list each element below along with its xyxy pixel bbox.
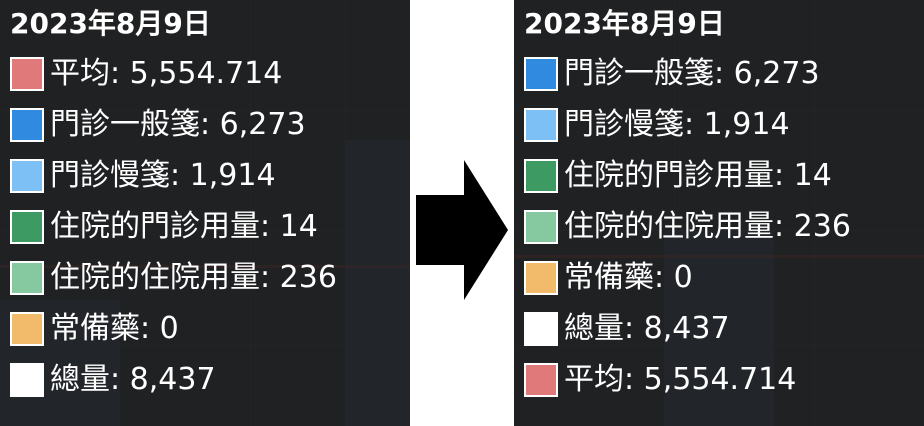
- legend-row: 常備藥: 0: [524, 252, 914, 303]
- series-label: 住院的門診用量: 14: [564, 157, 832, 193]
- series-label: 總量: 8,437: [50, 361, 216, 397]
- color-swatch: [10, 56, 44, 91]
- legend-row: 平均: 5,554.714: [524, 354, 914, 405]
- legend-row: 住院的門診用量: 14: [524, 150, 914, 201]
- tooltip-box: 2023年8月9日 平均: 5,554.714 門診一般箋: 6,273 門診慢箋:…: [0, 0, 410, 426]
- tooltip-panel-before: 2023年8月9日 平均: 5,554.714 門診一般箋: 6,273 門診慢箋:…: [0, 0, 410, 426]
- series-label: 門診一般箋: 6,273: [564, 55, 820, 91]
- legend-row: 平均: 5,554.714: [10, 48, 400, 99]
- color-swatch: [10, 158, 44, 193]
- series-label: 門診慢箋: 1,914: [564, 106, 790, 142]
- legend-row: 門診慢箋: 1,914: [524, 99, 914, 150]
- color-swatch: [524, 260, 558, 295]
- series-label: 住院的住院用量: 236: [50, 259, 337, 295]
- color-swatch: [10, 311, 44, 346]
- legend-row: 住院的住院用量: 236: [10, 252, 400, 303]
- series-label: 住院的門診用量: 14: [50, 208, 318, 244]
- series-label: 常備藥: 0: [564, 259, 693, 295]
- color-swatch: [524, 56, 558, 91]
- color-swatch: [10, 107, 44, 142]
- legend-row: 門診慢箋: 1,914: [10, 150, 400, 201]
- series-label: 平均: 5,554.714: [50, 55, 283, 91]
- legend-row: 門診一般箋: 6,273: [10, 99, 400, 150]
- series-label: 平均: 5,554.714: [564, 361, 797, 397]
- series-label: 常備藥: 0: [50, 310, 179, 346]
- color-swatch: [524, 362, 558, 397]
- color-swatch: [524, 311, 558, 346]
- color-swatch: [10, 362, 44, 397]
- tooltip-date: 2023年8月9日: [10, 7, 211, 40]
- color-swatch: [524, 158, 558, 193]
- right-arrow-icon: [416, 160, 508, 300]
- legend-row: 常備藥: 0: [10, 303, 400, 354]
- legend-row: 住院的住院用量: 236: [524, 201, 914, 252]
- series-label: 門診一般箋: 6,273: [50, 106, 306, 142]
- color-swatch: [524, 107, 558, 142]
- legend-row: 總量: 8,437: [10, 354, 400, 405]
- color-swatch: [10, 260, 44, 295]
- tooltip-date: 2023年8月9日: [524, 7, 725, 40]
- tooltip-panel-after: 2023年8月9日 門診一般箋: 6,273 門診慢箋: 1,914 住院的門診用量…: [514, 0, 924, 426]
- tooltip-box: 2023年8月9日 門診一般箋: 6,273 門診慢箋: 1,914 住院的門診用量…: [514, 0, 924, 426]
- series-label: 住院的住院用量: 236: [564, 208, 851, 244]
- color-swatch: [524, 209, 558, 244]
- legend-row: 門診一般箋: 6,273: [524, 48, 914, 99]
- tooltip-series-list: 門診一般箋: 6,273 門診慢箋: 1,914 住院的門診用量: 14 住院的住院用…: [524, 48, 914, 405]
- tooltip-series-list: 平均: 5,554.714 門診一般箋: 6,273 門診慢箋: 1,914 住院的門…: [10, 48, 400, 405]
- series-label: 總量: 8,437: [564, 310, 730, 346]
- legend-row: 住院的門診用量: 14: [10, 201, 400, 252]
- series-label: 門診慢箋: 1,914: [50, 157, 276, 193]
- color-swatch: [10, 209, 44, 244]
- legend-row: 總量: 8,437: [524, 303, 914, 354]
